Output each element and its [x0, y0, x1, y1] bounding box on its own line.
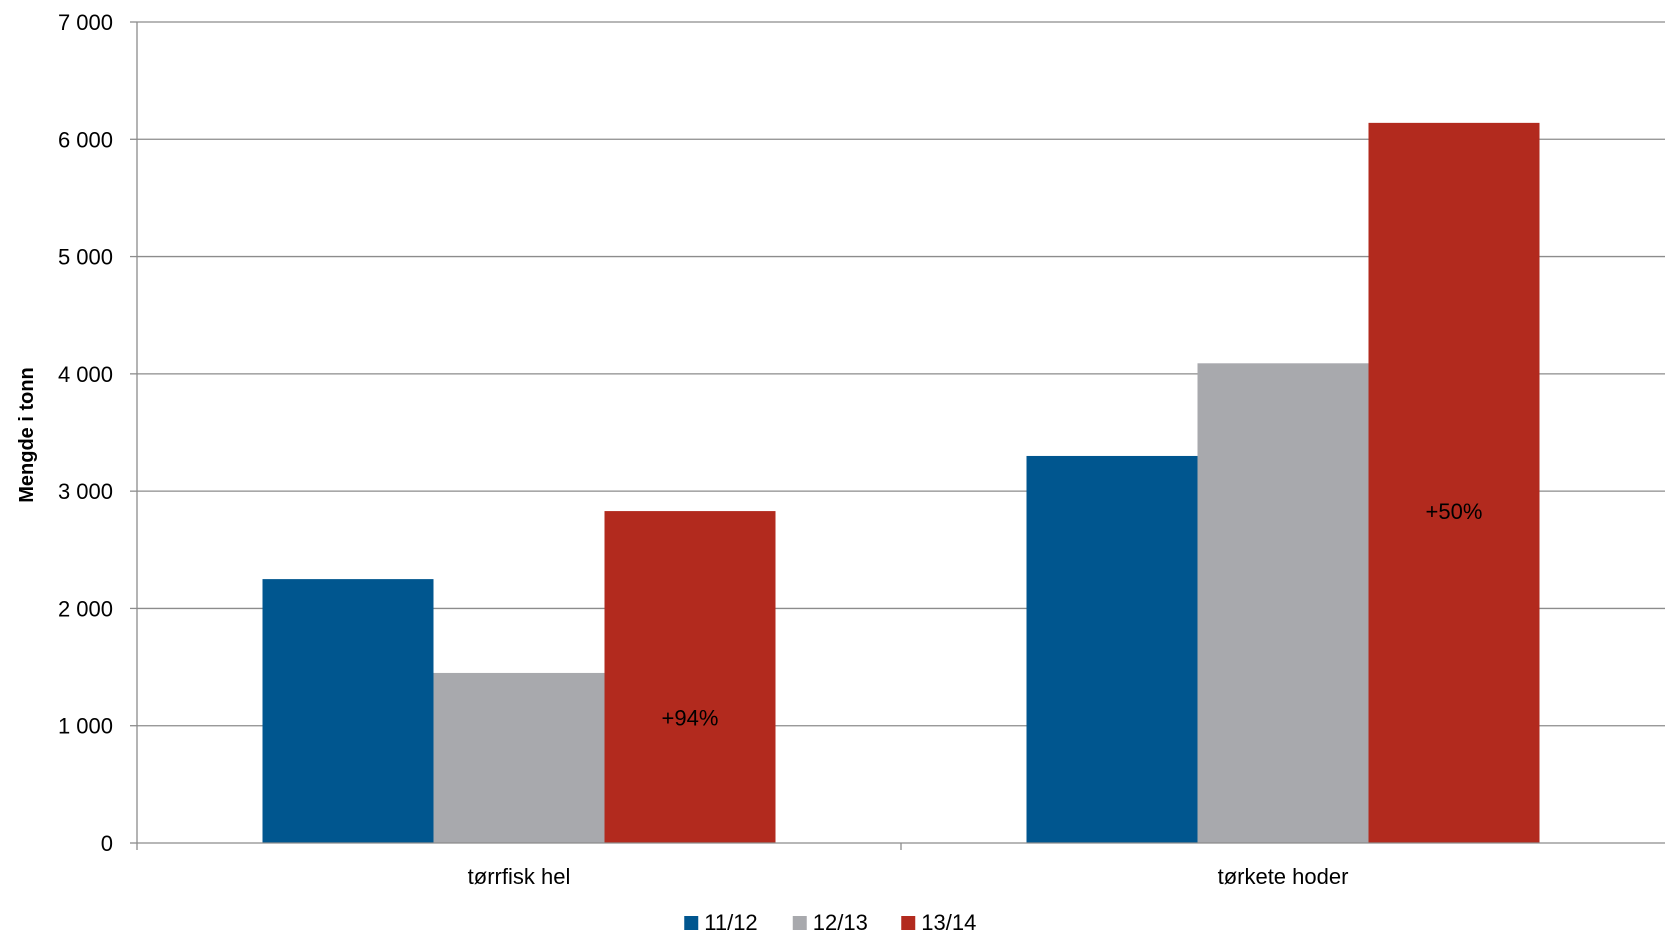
y-tick-label: 6 000 — [58, 127, 113, 152]
y-tick-label: 1 000 — [58, 714, 113, 739]
y-tick-label: 2 000 — [58, 596, 113, 621]
annotations: +94% +50% — [662, 499, 1483, 730]
x-axis-labels: tørrfisk hel tørkete hoder — [468, 864, 1349, 889]
bar-tørrfisk-hel-12-13 — [433, 672, 605, 843]
y-tick-label: 0 — [101, 831, 113, 856]
y-axis-title: Mengde i tonn — [16, 367, 38, 503]
y-axis-ticks: 0 1 000 2 000 3 000 4 000 5 000 6 000 7 000 — [58, 10, 137, 856]
legend-label: 12/13 — [813, 910, 868, 935]
bar-annotation: +50% — [1426, 499, 1483, 524]
legend-swatch-11-12 — [684, 916, 699, 930]
x-tick-label: tørkete hoder — [1218, 864, 1349, 889]
y-tick-label: 3 000 — [58, 479, 113, 504]
y-tick-label: 5 000 — [58, 245, 113, 270]
legend-label: 11/12 — [704, 910, 757, 935]
bar-tørkete-hoder-13-14 — [1368, 122, 1540, 843]
legend-label: 13/14 — [921, 910, 976, 935]
bar-tørrfisk-hel-11-12 — [262, 579, 434, 843]
bars — [262, 122, 1540, 843]
legend-swatch-12-13 — [792, 916, 807, 930]
bar-tørkete-hoder-11-12 — [1026, 455, 1198, 843]
x-tick-label: tørrfisk hel — [468, 864, 571, 889]
legend: 11/12 12/13 13/14 — [684, 910, 976, 935]
y-tick-label: 4 000 — [58, 362, 113, 387]
legend-swatch-13-14 — [901, 916, 916, 930]
axes — [136, 22, 1665, 850]
bar-tørrfisk-hel-13-14 — [604, 511, 776, 843]
bar-tørkete-hoder-12-13 — [1197, 363, 1369, 843]
y-tick-label: 7 000 — [58, 10, 113, 35]
bar-annotation: +94% — [662, 706, 719, 731]
